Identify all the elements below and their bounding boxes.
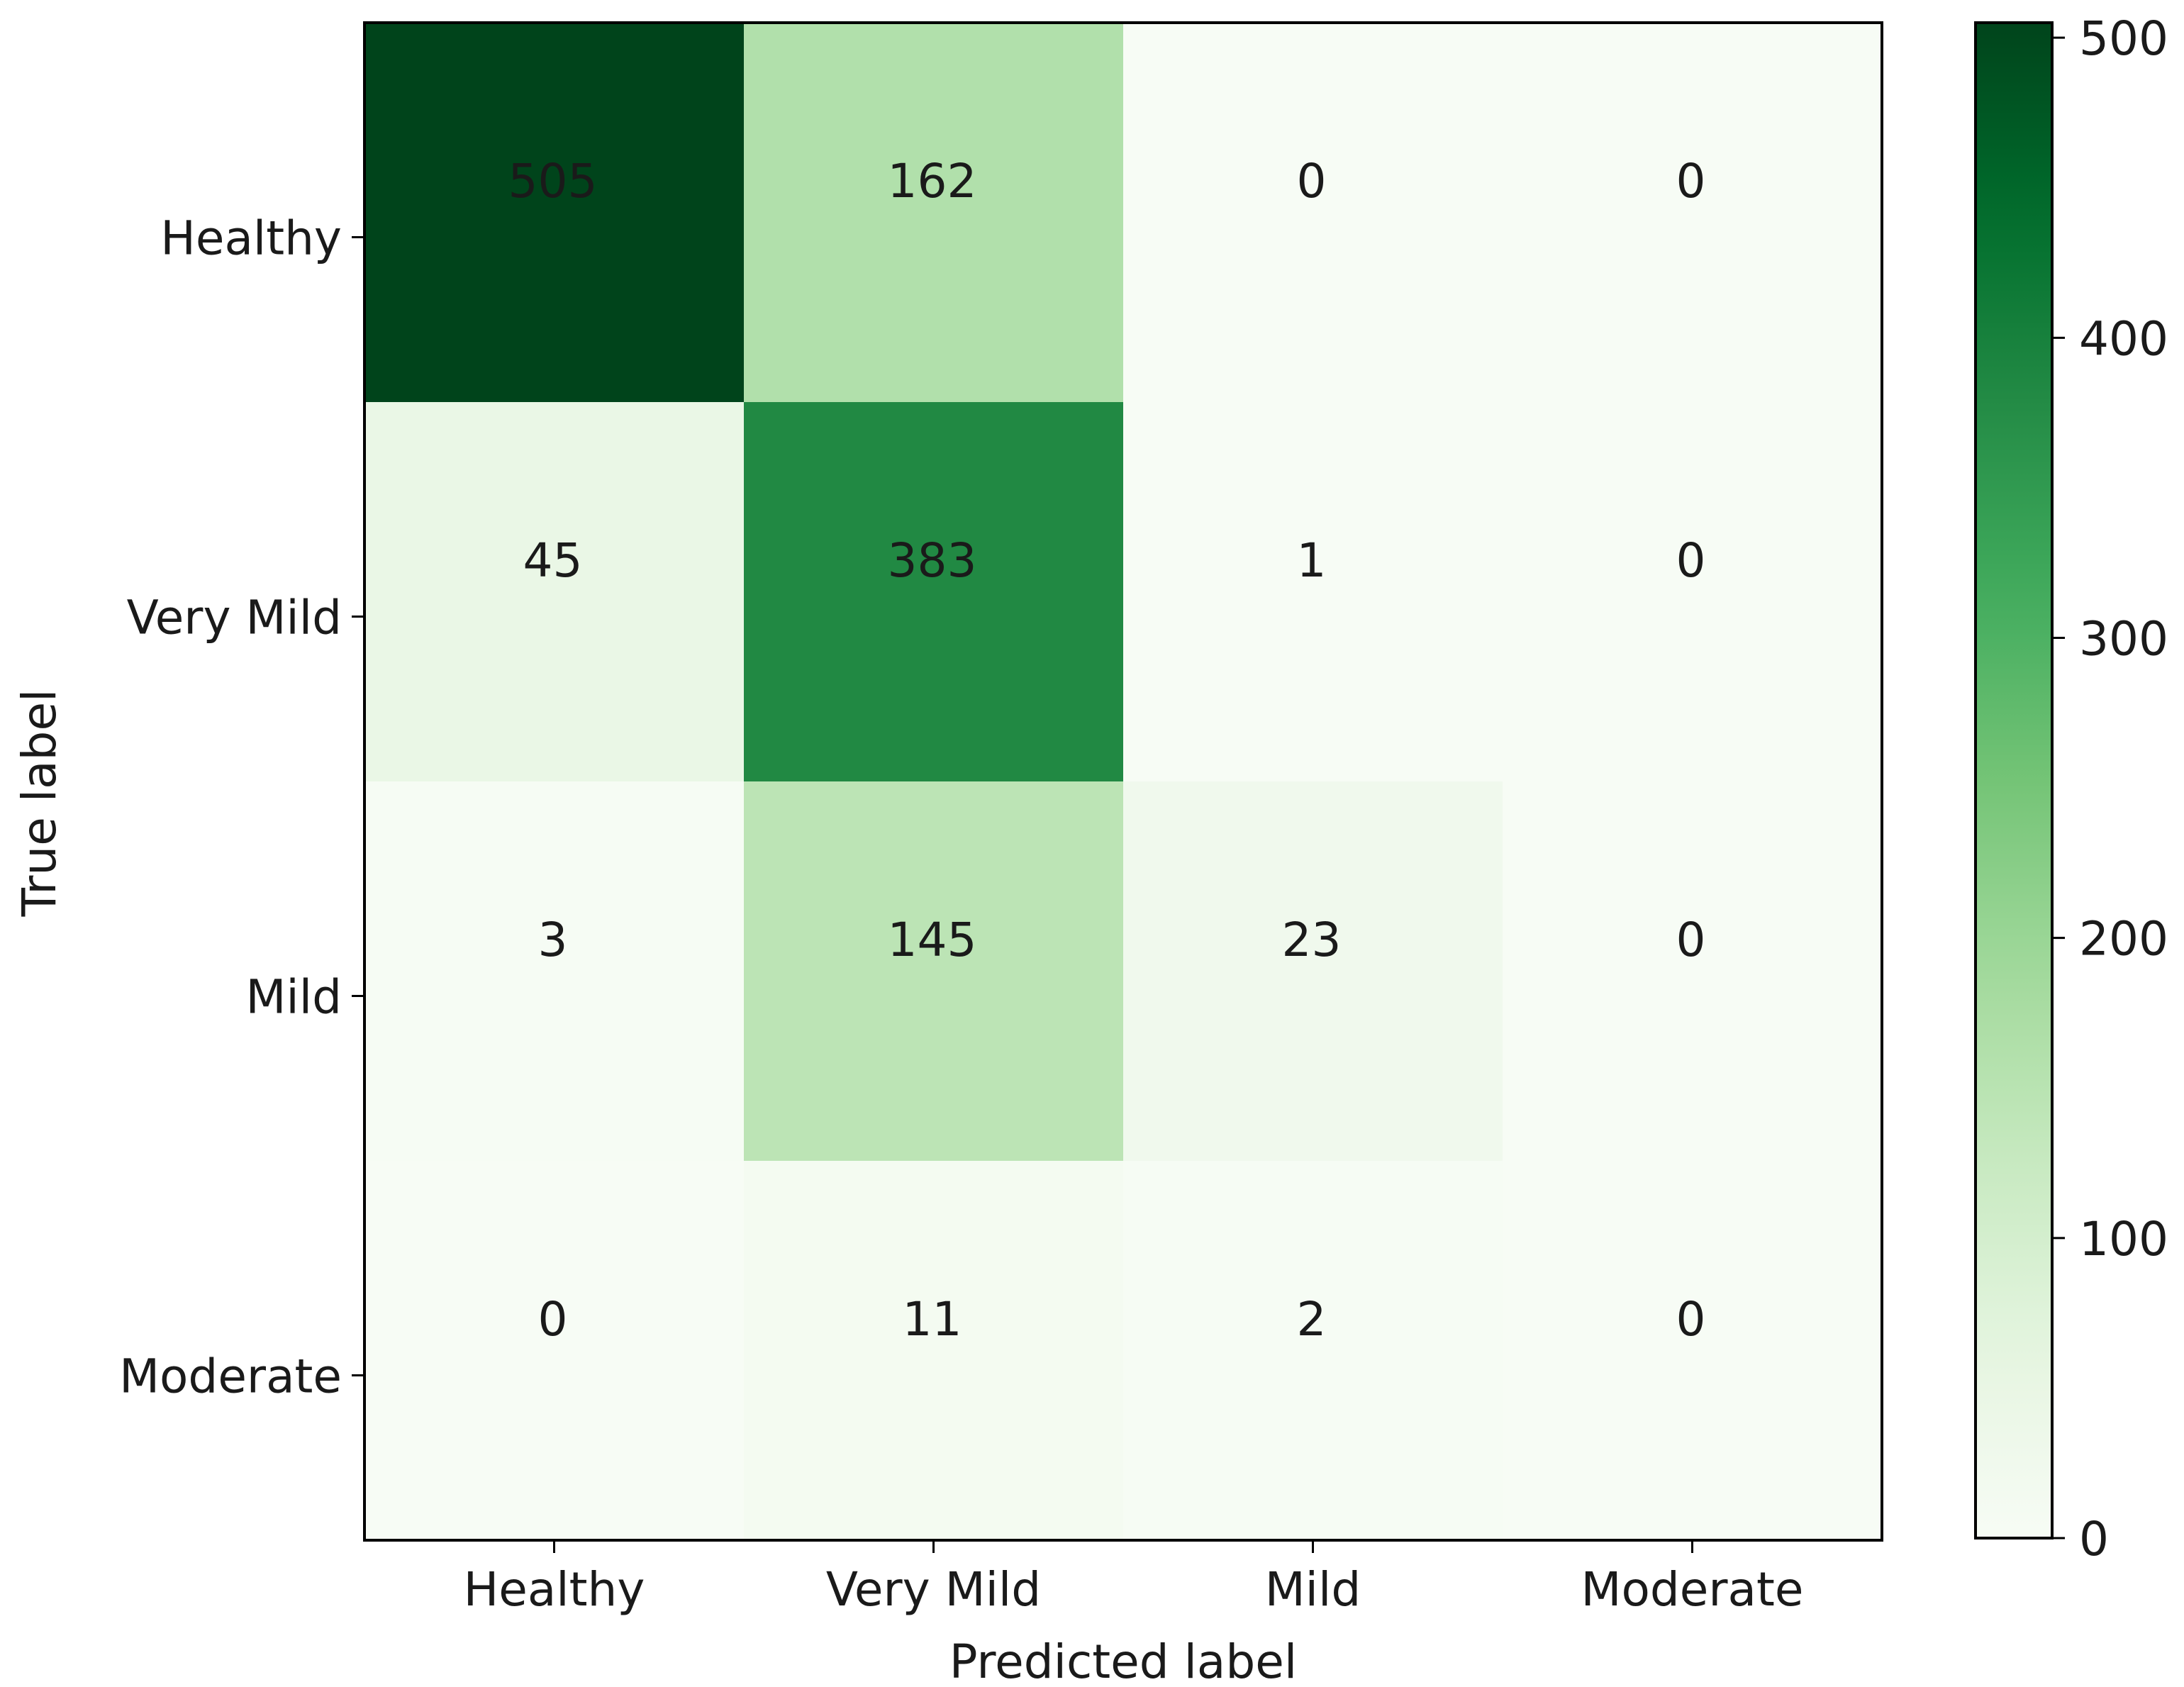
x-tick-label: Very Mild: [826, 1562, 1041, 1617]
cell-value-label: 0: [538, 1292, 568, 1347]
colorbar-tick-label: 100: [2079, 1212, 2168, 1266]
y-tick-label: Mild: [245, 970, 342, 1025]
heatmap-cell: [1123, 23, 1503, 403]
heatmap-cell-labels: 505 162 0 0 45 383 1 0 3 145 23 0 0 11 2 0: [508, 154, 1706, 1347]
heatmap-cell: [364, 23, 745, 403]
heatmap-cell: [364, 1161, 745, 1541]
cell-value-label: 2: [1297, 1292, 1327, 1347]
x-axis-ticks: Healthy Very Mild Mild Moderate: [464, 1540, 1804, 1617]
cell-value-label: 45: [523, 533, 583, 588]
cell-value-label: 0: [1297, 154, 1327, 208]
heatmap-cells: [364, 23, 1883, 1541]
y-axis-ticks: Healthy Very Mild Mild Moderate: [119, 211, 364, 1404]
y-tick-label: Very Mild: [127, 591, 342, 645]
heatmap-cell: [1123, 781, 1503, 1162]
x-tick-label: Mild: [1265, 1562, 1361, 1617]
cell-value-label: 23: [1282, 913, 1342, 967]
colorbar-tick-label: 500: [2079, 11, 2168, 66]
cell-value-label: 0: [1676, 533, 1706, 588]
cell-value-label: 162: [888, 154, 977, 208]
colorbar: [1974, 21, 2054, 1540]
heatmap-cell: [744, 1161, 1124, 1541]
heatmap-cell: [1503, 23, 1883, 403]
y-tick-label: Moderate: [119, 1349, 342, 1404]
y-axis-label: True label: [12, 689, 67, 918]
cell-value-label: 3: [538, 913, 568, 967]
plot-frame: [363, 21, 1883, 1542]
cell-value-label: 0: [1676, 154, 1706, 208]
colorbar-tick-label: 300: [2079, 611, 2168, 666]
cell-value-label: 11: [903, 1292, 962, 1347]
x-tick-label: Moderate: [1581, 1562, 1804, 1617]
heatmap-cell: [1503, 1161, 1883, 1541]
x-axis-label: Predicted label: [949, 1635, 1297, 1687]
heatmap-cell: [1503, 781, 1883, 1162]
heatmap-cell: [364, 402, 745, 782]
y-tick-label: Healthy: [160, 211, 342, 266]
cell-value-label: 505: [508, 154, 598, 208]
heatmap-cell: [1503, 402, 1883, 782]
colorbar-tick-label: 200: [2079, 912, 2168, 967]
heatmap-cell: [364, 781, 745, 1162]
heatmap-cell: [744, 781, 1124, 1162]
colorbar-ticks: 0 100 200 300 400 500: [2052, 11, 2168, 1566]
cell-value-label: 145: [888, 913, 977, 967]
colorbar-tick-label: 400: [2079, 311, 2168, 366]
heatmap-cell: [744, 23, 1124, 403]
x-tick-label: Healthy: [464, 1562, 645, 1617]
cell-value-label: 0: [1676, 913, 1706, 967]
cell-value-label: 1: [1297, 533, 1327, 588]
cell-value-label: 0: [1676, 1292, 1706, 1347]
colorbar-tick-label: 0: [2079, 1512, 2109, 1566]
heatmap-cell: [1123, 1161, 1503, 1541]
cell-value-label: 383: [888, 533, 977, 588]
heatmap-cell: [1123, 402, 1503, 782]
heatmap-cell: [744, 402, 1124, 782]
